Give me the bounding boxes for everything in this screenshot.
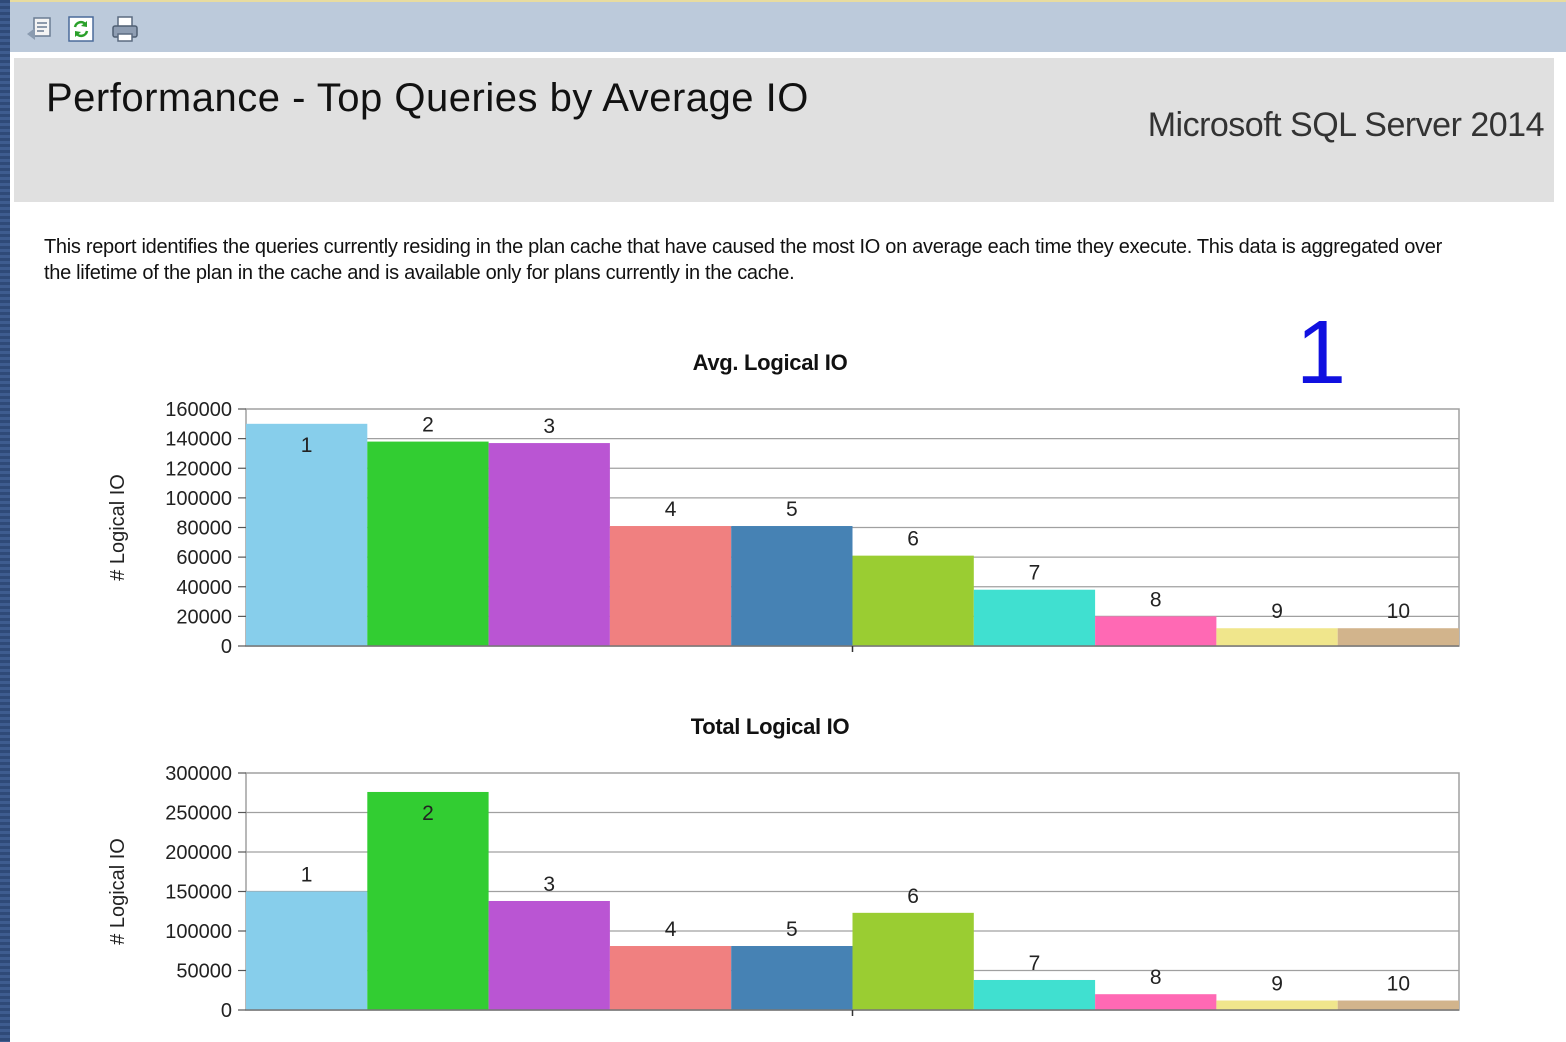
report-header: Performance - Top Queries by Average IO … [14, 58, 1554, 202]
bar [731, 946, 853, 1010]
y-tick-label: 0 [221, 1000, 232, 1022]
product-logo-text: Microsoft SQL Server 2014 [1147, 106, 1545, 144]
y-tick-label: 80000 [176, 518, 232, 540]
avg-logical-io-chart: Avg. Logical IO 160000 140000 120000 100000… [0, 340, 1566, 660]
bar [609, 946, 732, 1010]
y-tick-label: 0 [221, 636, 232, 658]
bar [246, 891, 368, 1010]
page-number: 1 [1296, 303, 1347, 403]
refresh-icon[interactable] [66, 14, 96, 44]
y-tick-label: 160000 [165, 399, 232, 421]
bar [852, 912, 974, 1010]
y-tick-label: 200000 [165, 842, 232, 864]
bar-data-label: 8 [1150, 588, 1162, 611]
bar [367, 791, 489, 1010]
bar-data-label: 6 [907, 885, 919, 908]
total-logical-io-plot: 300000 250000 200000 150000 100000 50000 0 # Lo… [107, 763, 1460, 1022]
bar [1095, 994, 1217, 1010]
chart-title: Total Logical IO [690, 714, 850, 739]
bar [609, 526, 732, 646]
bar [1095, 616, 1217, 646]
print-icon[interactable] [110, 14, 140, 44]
total-logical-io-chart: Total Logical IO 300000 250000 200000 15000… [0, 704, 1566, 1024]
avg-logical-io-plot: 1600001400001200001000008000060000400002… [107, 399, 1460, 658]
document-map-icon[interactable] [24, 14, 54, 44]
y-tick-label: 150000 [165, 882, 232, 904]
y-tick-label: 300000 [165, 763, 232, 785]
report-toolbar [10, 0, 1566, 52]
bar [488, 900, 610, 1010]
y-tick-label: 60000 [176, 547, 232, 569]
bar-data-label: 1 [301, 864, 313, 887]
bar-data-label: 3 [543, 873, 555, 896]
bar [973, 589, 1096, 646]
bar-data-label: 3 [543, 415, 555, 438]
bar-data-label: 4 [665, 498, 677, 521]
bar-data-label: 2 [422, 414, 434, 437]
y-tick-label: 20000 [176, 606, 232, 628]
bar [488, 443, 610, 646]
bar-data-label: 9 [1271, 600, 1283, 623]
y-axis-label: # Logical IO [107, 474, 129, 581]
report-description: This report identifies the queries curre… [44, 236, 1442, 284]
bar-data-label: 10 [1387, 600, 1410, 623]
bar-data-label: 5 [786, 498, 798, 521]
bar [1337, 628, 1459, 646]
y-tick-label: 40000 [176, 577, 232, 599]
y-tick-label: 100000 [165, 488, 232, 510]
bar-data-label: 7 [1029, 952, 1041, 975]
bar-data-label: 9 [1271, 973, 1283, 996]
chart-title: Avg. Logical IO [692, 350, 848, 375]
y-axis-label: # Logical IO [107, 838, 129, 945]
bar-data-label: 2 [422, 802, 434, 825]
bar [1337, 1000, 1459, 1010]
bar-data-label: 1 [301, 434, 313, 457]
bar [852, 555, 974, 646]
bar-data-label: 6 [907, 528, 919, 551]
bar [973, 979, 1096, 1010]
bar [246, 423, 368, 646]
y-tick-label: 100000 [165, 921, 232, 943]
bar-data-label: 4 [665, 918, 677, 941]
bar [731, 526, 853, 646]
window-edge [0, 0, 10, 1042]
bar-data-label: 8 [1150, 966, 1162, 989]
page-title: Performance - Top Queries by Average IO [46, 76, 809, 120]
y-tick-label: 250000 [165, 803, 232, 825]
bar-data-label: 5 [786, 918, 798, 941]
bar-data-label: 7 [1029, 562, 1041, 585]
bar [1216, 628, 1338, 646]
y-tick-label: 50000 [176, 961, 232, 983]
y-tick-label: 120000 [165, 458, 232, 480]
y-tick-label: 140000 [165, 429, 232, 451]
bar-data-label: 10 [1387, 973, 1410, 996]
bar [1216, 1000, 1338, 1010]
bar [367, 441, 489, 646]
